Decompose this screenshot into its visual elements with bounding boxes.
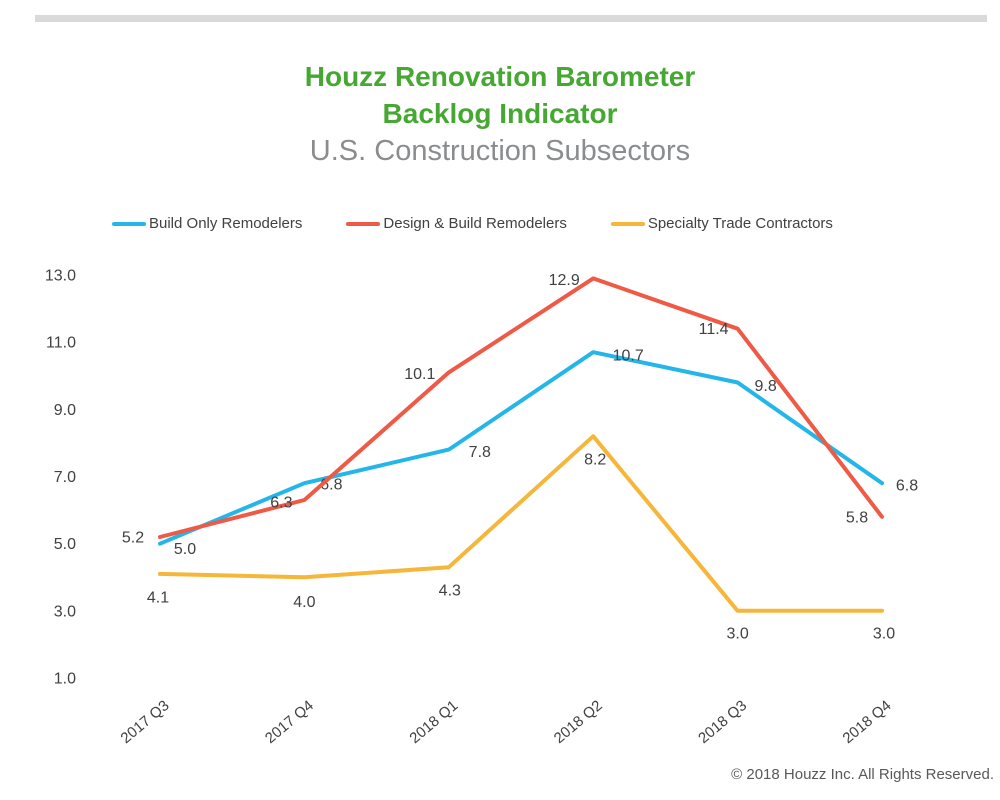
x-axis-tick-label: 2018 Q1 (406, 697, 461, 747)
legend-label: Design & Build Remodelers (383, 215, 567, 232)
line-swatch-icon (112, 221, 146, 226)
legend-item-specialty-trade-contractors: Specialty Trade Contractors (610, 215, 833, 232)
series-line-specialty-trade-contractors (158, 434, 884, 613)
data-label: 10.7 (613, 348, 644, 365)
data-label: 4.1 (147, 589, 169, 606)
legend-item-build-only-remodelers: Build Only Remodelers (112, 215, 302, 232)
data-label: 3.0 (726, 625, 748, 642)
data-label: 4.3 (439, 583, 461, 600)
y-axis-tick-label: 1.0 (54, 671, 76, 688)
y-axis-tick-label: 13.0 (45, 268, 76, 285)
y-axis-tick-label: 7.0 (54, 469, 76, 486)
y-axis-tick-label: 3.0 (54, 603, 76, 620)
y-axis-tick-label: 11.0 (46, 335, 76, 352)
chart-title-line2: Backlog Indicator (382, 98, 618, 129)
x-axis-tick-label: 2017 Q3 (118, 697, 173, 747)
title-block: Houzz Renovation Barometer Backlog Indic… (0, 58, 1000, 170)
data-label: 6.3 (270, 495, 292, 512)
data-label: 8.2 (584, 452, 606, 469)
legend-label: Specialty Trade Contractors (647, 215, 833, 232)
y-axis-tick-label: 5.0 (54, 536, 76, 553)
x-axis-tick-label: 2018 Q3 (695, 697, 750, 747)
chart-subtitle: U.S. Construction Subsectors (309, 135, 691, 167)
x-axis-tick-label: 2018 Q4 (840, 697, 895, 747)
data-label: 4.0 (293, 594, 315, 611)
legend-item-design-build-remodelers: Design & Build Remodelers (346, 215, 567, 232)
x-axis-tick-label: 2018 Q2 (551, 697, 606, 747)
series-line-build-only-remodelers (158, 350, 884, 546)
data-label: 5.2 (122, 529, 144, 546)
chart-title-line1: Houzz Renovation Barometer (304, 61, 696, 92)
data-label: 7.8 (469, 444, 491, 461)
data-label: 9.8 (754, 378, 776, 395)
data-label: 5.0 (174, 541, 196, 558)
data-label: 3.0 (873, 625, 895, 642)
data-label: 10.1 (404, 366, 435, 383)
line-swatch-icon (346, 221, 381, 226)
data-label: 6.8 (896, 478, 918, 495)
series-line-design-build-remodelers (158, 276, 884, 539)
copyright-text: © 2018 Houzz Inc. All Rights Reserved. (731, 766, 994, 783)
data-label: 12.9 (549, 272, 580, 289)
y-axis-tick-label: 9.0 (54, 402, 76, 419)
legend-label: Build Only Remodelers (149, 215, 303, 232)
line-swatch-icon (610, 221, 645, 226)
x-axis-tick-label: 2017 Q4 (262, 697, 317, 747)
chart-legend: Build Only Remodelers Design & Build Rem… (112, 215, 833, 232)
data-label: 11.4 (699, 321, 729, 338)
data-label: 5.8 (846, 509, 868, 526)
top-accent-bar (35, 15, 987, 22)
